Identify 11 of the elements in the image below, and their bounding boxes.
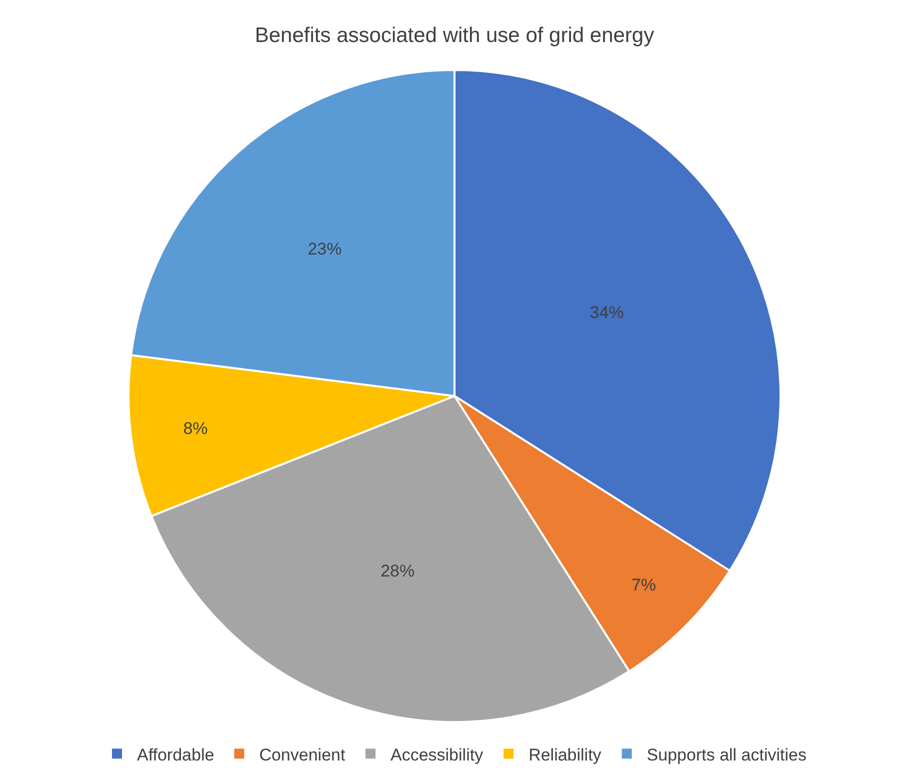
legend-label: Affordable (137, 745, 214, 764)
data-label: 23% (308, 239, 342, 258)
legend-label: Reliability (528, 745, 602, 764)
legend-label: Supports all activities (646, 745, 806, 764)
data-label: 28% (380, 562, 415, 581)
legend-label: Convenient (259, 745, 346, 764)
chart-title: Benefits associated with use of grid energy (254, 24, 655, 48)
legend-label: Accessibility (390, 745, 484, 764)
data-label: 34% (590, 302, 624, 322)
data-label: 8% (183, 419, 208, 438)
data-label: 7% (631, 576, 656, 595)
